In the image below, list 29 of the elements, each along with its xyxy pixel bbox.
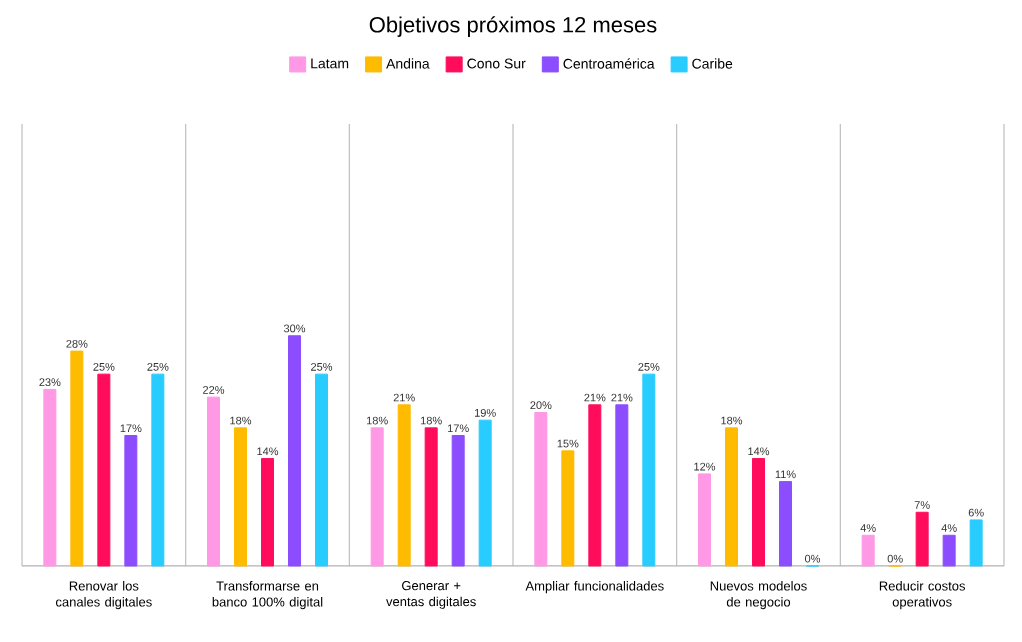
bar — [151, 373, 165, 567]
bar — [942, 534, 956, 567]
bar — [698, 473, 711, 567]
bar — [642, 373, 656, 567]
bar — [424, 427, 438, 567]
bar — [778, 481, 792, 567]
bar — [124, 435, 138, 567]
bar — [261, 458, 275, 567]
bar — [207, 396, 221, 567]
bar — [561, 450, 575, 567]
bar — [969, 519, 983, 567]
bar — [752, 458, 765, 567]
bar — [451, 435, 465, 567]
bar — [70, 350, 84, 567]
bar — [588, 404, 602, 567]
bar — [397, 404, 411, 567]
bar — [725, 427, 738, 567]
bar — [97, 373, 111, 567]
bar — [234, 427, 248, 567]
bar — [534, 412, 548, 567]
bar — [43, 388, 57, 567]
bar — [370, 427, 384, 567]
bar — [478, 419, 492, 567]
bar — [861, 534, 875, 567]
bar — [315, 373, 329, 567]
bar — [615, 404, 629, 567]
chart-title: Objetivos próximos 12 meses — [369, 16, 657, 37]
bar — [288, 335, 302, 567]
bar — [915, 511, 929, 567]
